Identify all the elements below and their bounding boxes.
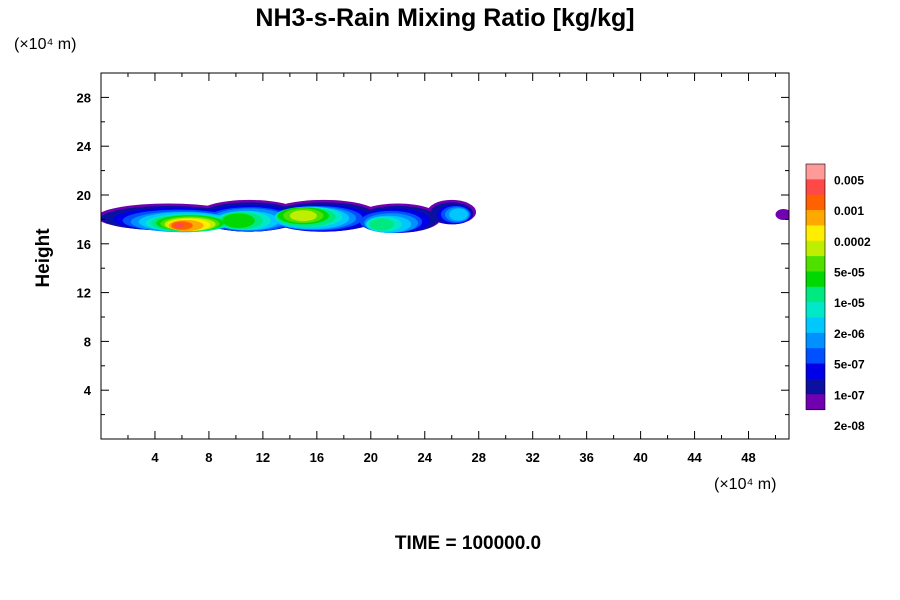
contour-fill-1e-05 (222, 213, 255, 228)
colorbar-label: 2e-06 (834, 327, 865, 341)
x-axis: 4 8 12 16 20 24 28 32 36 40 44 48 (127, 73, 777, 465)
contour-fill-2e-06 (369, 218, 394, 231)
colorbar-swatch (806, 164, 825, 180)
contour-fill-5e-07 (449, 208, 468, 221)
contour-fill-2e-08 (775, 209, 789, 221)
x-tick-label: 32 (525, 450, 539, 465)
y-tick-label: 4 (84, 383, 92, 398)
colorbar-swatch (806, 378, 825, 395)
plot-area (101, 199, 789, 233)
x-unit-label: (×10⁴ m) (714, 476, 776, 493)
colorbar-swatch (806, 317, 825, 334)
y-axis: 4 8 12 16 20 24 28 (77, 90, 789, 416)
colorbar-swatch (806, 271, 825, 288)
colorbar-label: 0.005 (834, 173, 864, 187)
colorbar-swatch (806, 225, 825, 242)
colorbar-label: 0.0002 (834, 235, 871, 249)
x-tick-label: 40 (633, 450, 647, 465)
colorbar-label: 5e-05 (834, 265, 865, 279)
y-tick-label: 24 (77, 139, 92, 154)
colorbar-swatch (806, 302, 825, 318)
y-tick-label: 20 (77, 188, 91, 203)
y-tick-label: 16 (77, 237, 91, 252)
colorbar-swatch (806, 194, 825, 211)
colorbar-swatch (806, 394, 825, 411)
colorbar-swatch (806, 363, 825, 380)
x-tick-label: 28 (471, 450, 485, 465)
x-tick-label: 16 (310, 450, 324, 465)
plot-frame (100, 72, 790, 440)
y-tick-label: 8 (84, 334, 91, 349)
y-tick-label: 28 (77, 90, 91, 105)
colorbar-swatch (806, 286, 825, 303)
x-tick-label: 4 (151, 450, 159, 465)
y-unit-label: (×10⁴ m) (14, 36, 76, 53)
x-tick-label: 36 (579, 450, 593, 465)
x-tick-label: 44 (687, 450, 702, 465)
colorbar-label: 0.001 (834, 204, 864, 218)
x-tick-label: 24 (418, 450, 433, 465)
time-footer: TIME = 100000.0 (395, 533, 541, 554)
x-tick-label: 8 (205, 450, 212, 465)
colorbar-swatch (806, 179, 825, 196)
colorbar-label: 1e-05 (834, 296, 865, 310)
x-tick-label: 20 (364, 450, 378, 465)
colorbar-swatch (806, 256, 825, 272)
colorbar: 0.005 0.001 0.0002 5e-05 1e-05 2e-06 5e-07 1e-0… (805, 163, 871, 433)
contour-fill-0.001 (174, 223, 184, 228)
colorbar-label: 1e-07 (834, 388, 865, 402)
colorbar-swatch (806, 210, 825, 226)
colorbar-swatch (806, 348, 825, 365)
y-tick-label: 12 (77, 286, 91, 301)
x-tick-label: 12 (256, 450, 270, 465)
colorbar-label: 2e-08 (834, 419, 865, 433)
x-tick-label: 48 (741, 450, 755, 465)
contour-fill-5e-05 (289, 210, 317, 222)
colorbar-swatch (806, 332, 825, 349)
colorbar-swatch (806, 240, 825, 257)
colorbar-frame (805, 163, 826, 410)
chart-title: NH3-s-Rain Mixing Ratio [kg/kg] (255, 4, 634, 32)
y-axis-title: Height (33, 228, 54, 288)
colorbar-label: 5e-07 (834, 358, 865, 372)
